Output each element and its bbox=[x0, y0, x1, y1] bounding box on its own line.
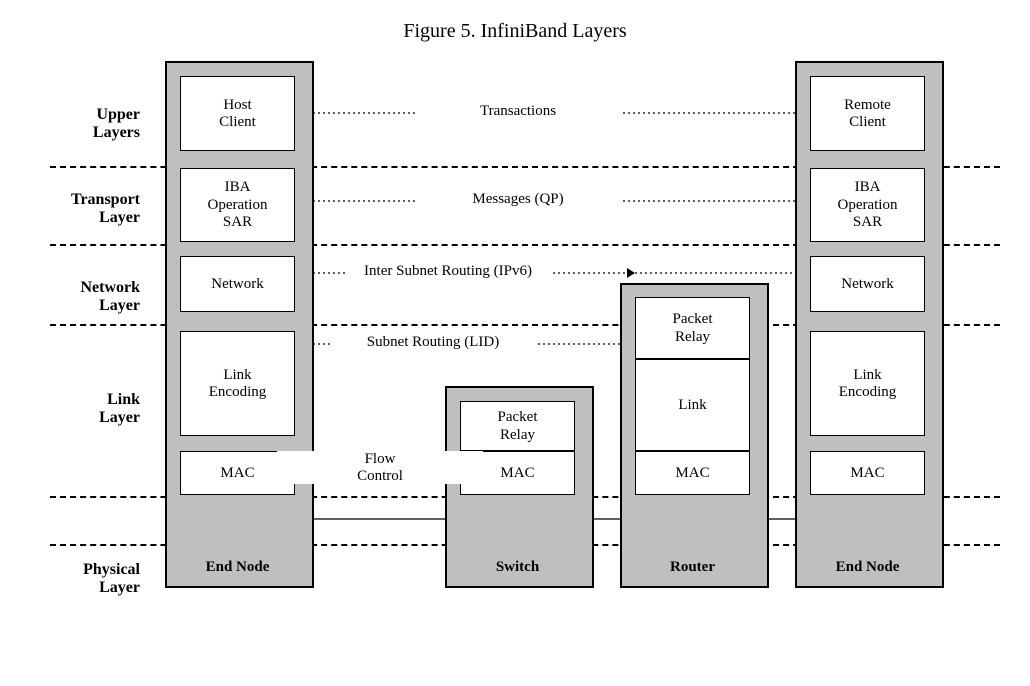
box-router-pkt_relay_r: PacketRelay bbox=[635, 297, 750, 359]
layer-label-2: NetworkLayer bbox=[30, 279, 140, 314]
figure-title: Figure 5. InfiniBand Layers bbox=[20, 20, 1010, 43]
box-switch-pkt_relay_s-line2: Relay bbox=[500, 427, 535, 444]
layer-label-2-l2: Layer bbox=[30, 297, 140, 315]
box-end_right-link_enc_r-line1: Link bbox=[853, 367, 881, 384]
box-end_right-link_enc_r-line2: Encoding bbox=[839, 384, 897, 401]
box-end_right-remote_client-line2: Client bbox=[849, 114, 886, 131]
box-end_left-host_client-line1: Host bbox=[223, 97, 251, 114]
box-end_right-link_enc_r: LinkEncoding bbox=[810, 331, 925, 436]
box-router-link_r: Link bbox=[635, 359, 750, 451]
layer-label-0-l2: Layers bbox=[30, 124, 140, 142]
box-end_right-iba_sar_r-line2: Operation bbox=[838, 197, 898, 214]
diagram-canvas: UpperLayersTransportLayerNetworkLayerLin… bbox=[20, 61, 1010, 631]
box-switch-pkt_relay_s: PacketRelay bbox=[460, 401, 575, 451]
box-router-pkt_relay_r-line1: Packet bbox=[673, 311, 713, 328]
figure-infiniband-layers: Figure 5. InfiniBand Layers UpperLayers T… bbox=[20, 20, 1010, 631]
box-router-mac_r: MAC bbox=[635, 451, 750, 495]
layer-label-0-l1: Upper bbox=[30, 106, 140, 124]
layer-label-4-l1: Physical bbox=[30, 561, 140, 579]
connector-label-2: Inter Subnet Routing (IPv6) bbox=[345, 263, 551, 280]
box-end_left-host_client-line2: Client bbox=[219, 114, 256, 131]
box-end_left-network_l: Network bbox=[180, 256, 295, 312]
box-end_right-remote_client-line1: Remote bbox=[844, 97, 891, 114]
box-end_left-iba_sar_l-line2: Operation bbox=[208, 197, 268, 214]
box-end_left-link_enc_l-line2: Encoding bbox=[209, 384, 267, 401]
box-end_right-mac_r_end: MAC bbox=[810, 451, 925, 495]
layer-label-3-l1: Link bbox=[30, 391, 140, 409]
layer-label-1: TransportLayer bbox=[30, 191, 140, 226]
connector-label-4: FlowControl bbox=[277, 451, 483, 484]
layer-label-3: LinkLayer bbox=[30, 391, 140, 426]
layer-label-4: PhysicalLayer bbox=[30, 561, 140, 596]
box-end_left-iba_sar_l-line3: SAR bbox=[223, 214, 252, 231]
layer-label-3-l2: Layer bbox=[30, 409, 140, 427]
box-end_right-iba_sar_r-line3: SAR bbox=[853, 214, 882, 231]
connector-label-0: Transactions bbox=[415, 103, 621, 120]
layer-label-0: UpperLayers bbox=[30, 106, 140, 141]
layer-label-2-l1: Network bbox=[30, 279, 140, 297]
box-end_right-network_r: Network bbox=[810, 256, 925, 312]
box-end_right-iba_sar_r-line1: IBA bbox=[855, 179, 881, 196]
box-end_left-link_enc_l: LinkEncoding bbox=[180, 331, 295, 436]
box-switch-pkt_relay_s-line1: Packet bbox=[498, 409, 538, 426]
column-caption-router: Router bbox=[620, 559, 765, 576]
box-end_left-iba_sar_l-line1: IBA bbox=[225, 179, 251, 196]
box-end_right-iba_sar_r: IBAOperationSAR bbox=[810, 168, 925, 242]
connector-label-1: Messages (QP) bbox=[415, 191, 621, 208]
column-caption-end_right: End Node bbox=[795, 559, 940, 576]
layer-label-1-l1: Transport bbox=[30, 191, 140, 209]
box-end_left-link_enc_l-line1: Link bbox=[223, 367, 251, 384]
layer-label-1-l2: Layer bbox=[30, 209, 140, 227]
layer-label-4-l2: Layer bbox=[30, 579, 140, 597]
box-router-pkt_relay_r-line2: Relay bbox=[675, 329, 710, 346]
column-caption-end_left: End Node bbox=[165, 559, 310, 576]
box-end_right-remote_client: RemoteClient bbox=[810, 76, 925, 151]
connector-label-3: Subnet Routing (LID) bbox=[330, 334, 536, 351]
box-end_left-host_client: HostClient bbox=[180, 76, 295, 151]
box-end_left-iba_sar_l: IBAOperationSAR bbox=[180, 168, 295, 242]
column-caption-switch: Switch bbox=[445, 559, 590, 576]
